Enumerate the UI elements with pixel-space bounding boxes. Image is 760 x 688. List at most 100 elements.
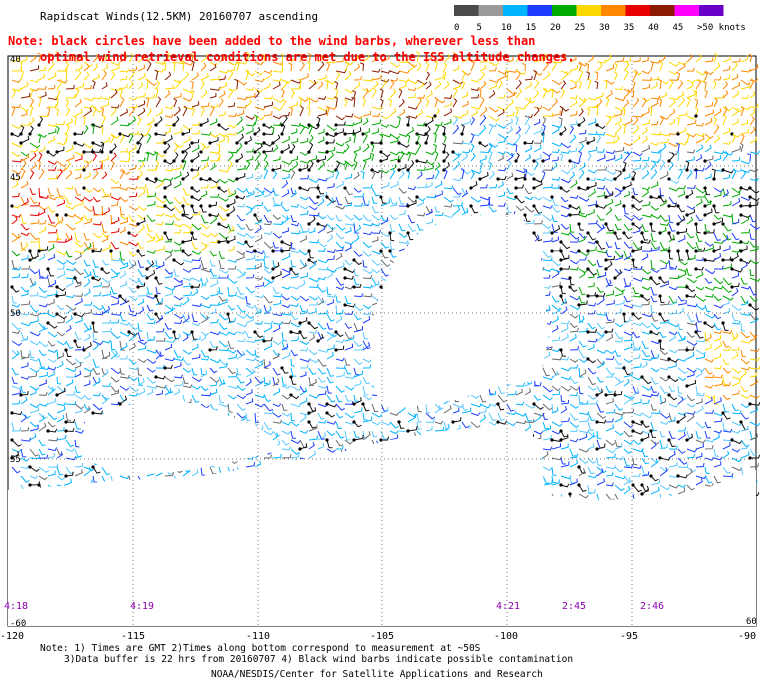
contamination-dot [559,132,563,136]
wind-barb [200,118,209,126]
wind-barb [38,309,50,315]
wind-barb [317,81,324,90]
contamination-dot [244,240,248,244]
wind-barb [83,241,92,250]
contamination-dot [262,132,266,136]
wind-barb [182,223,194,229]
wind-barb [542,52,548,63]
wind-barb [695,353,706,360]
wind-barb [434,123,440,135]
wind-barb [488,123,494,135]
wind-barb [740,311,752,316]
wind-barb [218,259,225,269]
contamination-dot [289,375,293,379]
contamination-dot [478,141,482,145]
wind-barb [146,192,157,198]
contamination-dot [406,204,410,208]
wind-barb [110,178,120,185]
wind-barb [335,128,344,135]
wind-barb [452,407,460,414]
wind-barb [605,385,613,393]
contamination-dot [190,141,194,145]
contamination-dot [154,276,158,280]
wind-barb [38,358,45,368]
wind-barb [605,290,614,297]
wind-barb [119,214,129,220]
wind-barb [92,322,98,333]
wind-barb [362,340,371,350]
wind-barb [650,214,661,220]
wind-barb [263,394,271,402]
wind-barb [614,223,622,231]
wind-barb [263,306,272,315]
wind-barb [128,66,138,72]
wind-barb [20,223,30,231]
wind-barb [713,285,724,290]
wind-barb [65,471,74,477]
wind-barb [614,97,626,102]
contamination-dot [667,393,671,397]
wind-barb [542,229,551,234]
wind-barb [227,340,235,349]
wind-barb [614,379,621,387]
wind-barb [542,116,547,126]
wind-barb [596,92,604,99]
wind-barb [542,166,554,171]
wind-barb [317,160,326,171]
wind-barb [677,250,684,261]
wind-barb [344,61,350,72]
contamination-dot [532,186,536,190]
wind-barb [162,62,167,72]
wind-barb [74,155,83,162]
wind-barb [623,358,633,364]
wind-barb [497,385,505,395]
wind-barb [335,439,344,447]
wind-barb [56,352,65,360]
wind-barb [56,89,61,99]
wind-barb [218,313,229,321]
wind-barb [668,450,676,459]
contamination-dot [388,231,392,235]
wind-barb [606,373,614,378]
wind-barb [650,295,658,303]
wind-barb [569,459,578,468]
wind-barb [677,141,688,146]
wind-barb [695,133,705,137]
wind-barb [668,178,680,185]
wind-barb [209,93,217,99]
wind-barb [29,448,39,457]
wind-barb [551,259,562,267]
wind-barb [173,259,185,266]
wind-barb [47,437,59,442]
wind-barb [614,241,621,250]
wind-barb [164,249,174,254]
wind-barb [254,88,264,93]
wind-barb [65,223,76,231]
contamination-dot [748,303,752,307]
wind-barb [308,407,316,414]
wind-barb [578,358,588,363]
wind-barb [74,241,84,248]
wind-barb [29,312,40,317]
wind-barb [173,381,184,387]
wind-barb [281,180,289,189]
wind-barb [713,397,722,405]
wind-barb [83,125,89,135]
wind-barb [596,185,606,190]
wind-barb [434,73,444,81]
wind-barb [551,60,557,72]
wind-barb [74,429,84,434]
wind-barb [632,277,644,282]
wind-barb [65,391,76,396]
wind-barb [614,189,622,198]
legend-color-bar [454,5,724,16]
contamination-dot [694,267,698,271]
wind-barb [335,252,343,261]
wind-barb [641,135,648,144]
contamination-dot [613,231,617,235]
wind-barb [434,96,439,108]
wind-barb [11,142,23,148]
wind-barb [425,218,434,225]
wind-barb [164,232,173,241]
contamination-dot [190,285,194,289]
